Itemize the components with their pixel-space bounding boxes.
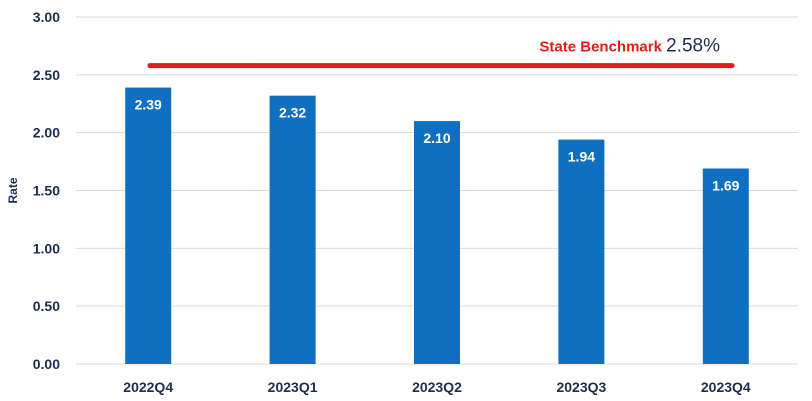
bar [558,139,605,364]
y-tick-label: 2.00 [33,125,60,141]
benchmark-value: 2.58% [666,36,720,57]
y-tick-label: 0.00 [33,356,60,372]
x-tick-label: 2023Q1 [268,379,318,395]
labels-layer: 0.00 0.50 1.00 1.50 2.00 2.50 3.00 2.39 2022Q4 2.… [33,9,751,395]
bar-value-label: 2.32 [279,105,306,121]
y-tick-label: 1.00 [33,240,60,256]
x-tick-label: 2023Q3 [556,379,606,395]
bar [702,168,749,364]
benchmark-label-text: State Benchmark [539,39,666,56]
y-tick-label: 3.00 [33,9,60,25]
bar [269,95,316,365]
y-axis-title: Rate [6,177,20,203]
bar [414,121,460,364]
bar-value-label: 1.69 [712,178,739,194]
y-tick-label: 1.50 [33,183,60,199]
bar-value-label: 1.94 [568,149,595,165]
bar-value-label: 2.39 [135,97,162,113]
x-tick-label: 2023Q4 [701,379,751,395]
bars-layer [125,87,749,365]
y-tick-label: 2.50 [33,67,60,83]
bar-value-label: 2.10 [423,130,450,146]
bar [125,87,172,364]
y-tick-label: 0.50 [33,298,60,314]
x-tick-label: 2022Q4 [123,379,173,395]
x-tick-label: 2023Q2 [412,379,462,395]
benchmark-layer: State Benchmark 2.58% [147,36,735,69]
benchmark-label: State Benchmark 2.58% [539,36,720,57]
